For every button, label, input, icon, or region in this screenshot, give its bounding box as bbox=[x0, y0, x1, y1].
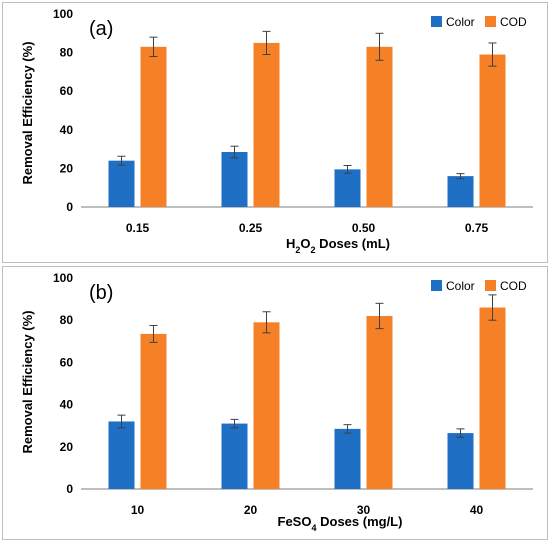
error-bar-cod-a bbox=[149, 36, 158, 57]
bar-color-a bbox=[108, 160, 135, 207]
error-bar-color-a bbox=[117, 155, 126, 166]
panel-label-a: (a) bbox=[89, 18, 113, 40]
x-tick-label-a: 0.25 bbox=[239, 221, 263, 235]
error-bar-color-b bbox=[456, 428, 465, 438]
bar-cod-a bbox=[253, 42, 280, 208]
error-bar-cod-b bbox=[375, 302, 384, 330]
plot-area-b: 0 20 40 60 80 100 10 20 30 40 bbox=[53, 271, 533, 517]
y-tick-label-b: 0 bbox=[66, 482, 73, 496]
y-tick-label-b: 80 bbox=[60, 313, 74, 327]
error-bar-cod-a bbox=[488, 42, 497, 67]
y-tick-label-b: 20 bbox=[60, 440, 74, 454]
bar-cod-a bbox=[140, 46, 167, 208]
error-bar-color-a bbox=[343, 165, 352, 174]
bar-cod-b bbox=[140, 333, 167, 489]
legend-swatch-cod-b bbox=[485, 280, 496, 291]
error-bar-cod-b bbox=[488, 294, 497, 321]
x-tick-label-b: 30 bbox=[357, 503, 371, 517]
error-bar-color-b bbox=[117, 414, 126, 429]
bar-cod-b bbox=[366, 315, 393, 489]
y-tick-label-a: 100 bbox=[53, 7, 73, 21]
y-tick-label-a: 40 bbox=[60, 123, 74, 137]
error-bar-cod-a bbox=[262, 30, 271, 56]
y-tick-label-a: 80 bbox=[60, 46, 74, 60]
legend-label-color-b: Color bbox=[446, 279, 475, 293]
bar-cod-a bbox=[479, 54, 506, 207]
bar-color-a bbox=[334, 169, 361, 207]
legend-label-color-a: Color bbox=[446, 15, 475, 29]
x-tick-label-b: 40 bbox=[470, 503, 484, 517]
x-tick-label-a: 0.15 bbox=[126, 221, 150, 235]
legend-label-cod-a: COD bbox=[500, 15, 527, 29]
bar-color-a bbox=[221, 151, 248, 207]
bar-cod-b bbox=[253, 322, 280, 489]
y-tick-label-b: 40 bbox=[60, 398, 74, 412]
bar-color-a bbox=[447, 176, 474, 207]
error-bar-color-a bbox=[230, 145, 239, 159]
plot-area-a: 0 20 40 60 80 100 0.15 0.25 0.50 0.75 bbox=[53, 7, 533, 235]
bar-cod-b bbox=[479, 307, 506, 489]
error-bar-color-a bbox=[456, 173, 465, 180]
y-tick-label-b: 100 bbox=[53, 271, 73, 285]
x-tick-label-a: 0.50 bbox=[352, 221, 376, 235]
legend-swatch-cod-a bbox=[485, 16, 496, 27]
bar-color-b bbox=[108, 421, 135, 489]
y-tick-label-a: 0 bbox=[66, 200, 73, 214]
error-bar-color-b bbox=[343, 424, 352, 434]
bar-color-b bbox=[334, 428, 361, 489]
x-tick-label-b: 20 bbox=[244, 503, 258, 517]
chart-b: (b) Color COD Removal Efficiency (%) FeS… bbox=[20, 271, 533, 533]
bar-color-b bbox=[447, 433, 474, 489]
y-tick-label-a: 60 bbox=[60, 84, 74, 98]
legend-swatch-color-b bbox=[431, 280, 442, 291]
legend-b: Color COD bbox=[431, 279, 527, 293]
y-tick-label-b: 60 bbox=[60, 355, 74, 369]
error-bar-cod-b bbox=[262, 311, 271, 334]
x-tick-label-b: 10 bbox=[131, 503, 145, 517]
y-axis-title-b: Removal Efficiency (%) bbox=[20, 310, 35, 453]
panel-label-b: (b) bbox=[89, 282, 113, 304]
bar-cod-a bbox=[366, 46, 393, 208]
error-bar-cod-b bbox=[149, 324, 158, 343]
bar-color-b bbox=[221, 423, 248, 489]
x-axis-title-a: H2O2 Doses (mL) bbox=[286, 236, 390, 255]
chart-a: (a) Color COD Removal Efficiency (%) H2O… bbox=[20, 7, 533, 255]
chart-panel-b: (b) Color COD Removal Efficiency (%) FeS… bbox=[2, 266, 548, 540]
y-axis-title-a: Removal Efficiency (%) bbox=[20, 41, 35, 184]
error-bar-cod-a bbox=[375, 32, 384, 61]
y-tick-label-a: 20 bbox=[60, 161, 74, 175]
legend-label-cod-b: COD bbox=[500, 279, 527, 293]
chart-panel-a: (a) Color COD Removal Efficiency (%) H2O… bbox=[2, 2, 548, 263]
legend-swatch-color-a bbox=[431, 16, 442, 27]
x-tick-label-a: 0.75 bbox=[465, 221, 489, 235]
x-axis-title-b: FeSO4 Doses (mg/L) bbox=[278, 514, 403, 533]
legend-a: Color COD bbox=[431, 15, 527, 29]
error-bar-color-b bbox=[230, 418, 239, 429]
